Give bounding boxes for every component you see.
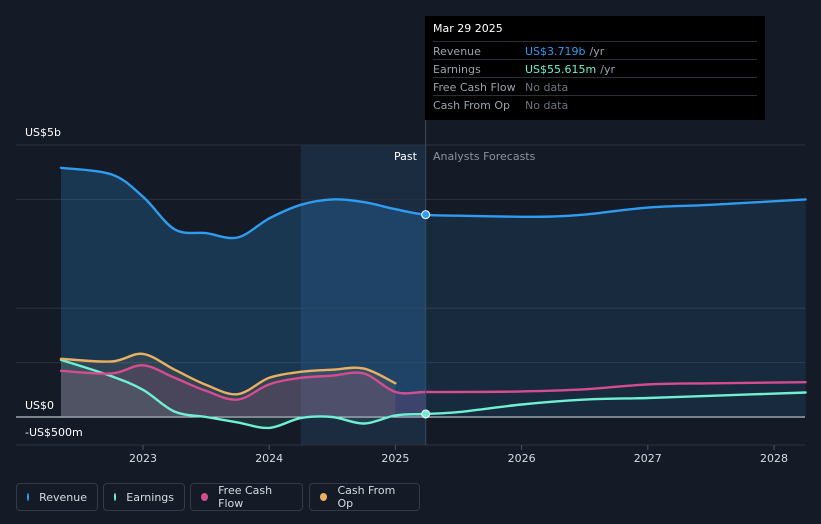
tooltip-label: Revenue: [433, 44, 481, 58]
tooltip-row-revenue: Revenue US$3.719b /yr: [433, 41, 757, 59]
legend-cash-from-op[interactable]: Cash From Op: [309, 483, 420, 511]
revenue-marker: [421, 210, 431, 220]
revenue-area: [61, 167, 426, 417]
cash-from-op-dot-icon: [320, 493, 328, 501]
x-tick-label: 2024: [255, 452, 283, 465]
forecast-region-label: Analysts Forecasts: [433, 150, 536, 163]
revenue-dot-icon: [27, 493, 30, 501]
x-tick-label: 2027: [634, 452, 662, 465]
earnings-line: [59, 358, 807, 430]
tooltip: Mar 29 2025 Revenue US$3.719b /yr Earnin…: [425, 16, 765, 120]
past-region-shade: [300, 145, 426, 445]
tooltip-row-cash-from-op: Cash From Op No data: [433, 95, 757, 113]
legend-label: Free Cash Flow: [218, 484, 273, 510]
free-cash-flow-area: [61, 365, 426, 417]
past-region-label: Past: [394, 150, 417, 163]
revenue-line: [59, 166, 807, 240]
y-axis-zero-label: US$0: [25, 399, 55, 412]
cash-from-op-line: [59, 352, 397, 396]
tooltip-unit: /yr: [589, 44, 605, 58]
x-tick-label: 2028: [760, 452, 788, 465]
tooltip-value: US$55.615m: [525, 62, 597, 76]
tooltip-label: Cash From Op: [433, 98, 511, 112]
x-tick-label: 2025: [381, 452, 409, 465]
tooltip-label: Earnings: [433, 62, 481, 76]
revenue-forecast-area: [425, 199, 806, 417]
tooltip-unit: /yr: [600, 62, 615, 76]
y-axis-bottom-label: -US$500m: [25, 426, 83, 439]
tooltip-row-earnings: Earnings US$55.615m /yr: [433, 59, 757, 77]
tooltip-value: No data: [525, 98, 569, 112]
tooltip-label: Free Cash Flow: [433, 80, 516, 94]
legend-earnings[interactable]: Earnings: [103, 483, 185, 511]
free-cash-flow-line: [59, 364, 807, 401]
legend-label: Cash From Op: [337, 484, 396, 510]
tooltip-date: Mar 29 2025: [433, 22, 503, 35]
legend-label: Revenue: [39, 490, 87, 504]
cash-from-op-area: [61, 353, 396, 417]
x-tick-label: 2023: [129, 452, 157, 465]
legend-free-cash-flow[interactable]: Free Cash Flow: [190, 483, 303, 511]
tooltip-row-free-cash-flow: Free Cash Flow No data: [433, 77, 757, 95]
earnings-marker: [421, 409, 431, 419]
tooltip-value: US$3.719b: [525, 44, 586, 58]
earnings-dot-icon: [114, 493, 117, 501]
x-tick-label: 2026: [508, 452, 536, 465]
free-cash-flow-dot-icon: [201, 493, 209, 501]
y-axis-top-label: US$5b: [25, 126, 62, 139]
legend-label: Earnings: [126, 490, 174, 504]
legend-revenue[interactable]: Revenue: [16, 483, 98, 511]
earnings-area: [61, 359, 426, 428]
tooltip-value: No data: [525, 80, 569, 94]
